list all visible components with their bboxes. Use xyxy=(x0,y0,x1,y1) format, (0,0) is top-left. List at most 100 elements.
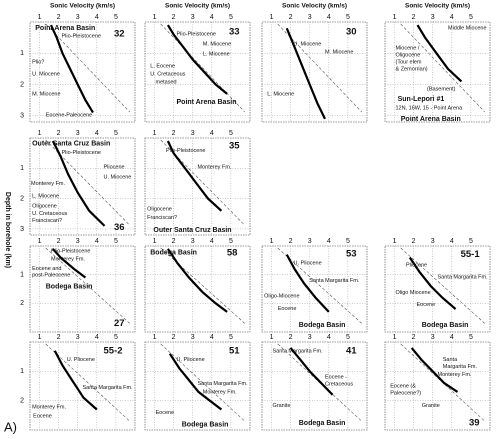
basin-label: Bodega Basin xyxy=(182,422,229,429)
unit-label: Oligocene xyxy=(396,52,421,58)
unit-label: Monterey Fm. xyxy=(51,256,85,262)
x-tick-label: 2 xyxy=(289,14,293,21)
well-number: 51 xyxy=(229,345,240,356)
unit-label: Eocene xyxy=(156,410,175,416)
panel-frame xyxy=(384,245,491,333)
x-tick-label: 2 xyxy=(57,238,61,245)
x-tick-label: 4 xyxy=(95,334,99,341)
unit-label: Middle Miocene xyxy=(448,25,487,31)
unit-label: Paleocene?) xyxy=(390,390,421,396)
reference-line xyxy=(160,343,245,422)
well-number: 32 xyxy=(114,29,125,40)
x-axis-title: Sonic Velocity (km/s) xyxy=(165,3,230,10)
basin-label: Outer Santa Cruz Basin xyxy=(32,141,110,148)
unit-label: Monterey Fm. xyxy=(203,390,237,396)
unit-label: Santa Margarita Fm. xyxy=(273,348,324,354)
velocity-log xyxy=(51,140,106,227)
x-tick-label: 1 xyxy=(38,130,42,137)
x-tick-label: 4 xyxy=(327,334,331,341)
velocity-log xyxy=(285,254,330,313)
x-tick-label: 2 xyxy=(412,238,416,245)
x-tick-label: 2 xyxy=(412,334,416,341)
unit-label: Monterey Fm. xyxy=(198,165,232,171)
x-tick-label: 1 xyxy=(38,14,42,21)
reference-line xyxy=(160,23,245,113)
x-tick-label: 2 xyxy=(289,334,293,341)
x-tick-label: 5 xyxy=(346,334,350,341)
x-tick-label: 3 xyxy=(431,334,435,341)
unit-label: Franciscan? xyxy=(147,215,177,221)
unit-label: U. Cretaceous xyxy=(150,71,185,77)
x-tick-label: 3 xyxy=(191,14,195,21)
y-tick-label: 2 xyxy=(20,195,24,202)
velocity-log xyxy=(408,256,457,310)
x-axis-title: Sonic Velocity (km/s) xyxy=(282,3,347,10)
well-number: 55-2 xyxy=(104,345,123,356)
unit-label: Oligocene xyxy=(32,203,57,209)
unit-label: Plio-Pleistocene xyxy=(166,148,205,154)
velocity-log xyxy=(49,24,94,114)
x-tick-label: 1 xyxy=(270,238,274,245)
unit-label: Oligo-Miocene xyxy=(264,293,299,299)
x-tick-label: 1 xyxy=(153,238,157,245)
unit-label: Pliocene xyxy=(104,165,125,171)
well-number: 35 xyxy=(229,140,240,151)
well-number: 30 xyxy=(346,27,357,38)
unit-label: (Basement) xyxy=(427,86,456,92)
unit-label: Santa xyxy=(443,357,458,363)
x-tick-label: 5 xyxy=(229,238,233,245)
y-tick-label: 1 xyxy=(20,272,24,279)
x-tick-label: 1 xyxy=(393,238,397,245)
x-tick-label: 4 xyxy=(210,238,214,245)
x-tick-label: 4 xyxy=(210,14,214,21)
reference-line xyxy=(400,23,485,113)
y-tick-label: 3 xyxy=(20,226,24,233)
unit-label: Granite xyxy=(273,403,291,409)
unit-label: Oligo Miocene xyxy=(396,290,431,296)
unit-label: post-Paleocene xyxy=(32,273,70,279)
panel-frame xyxy=(144,137,251,236)
panel-frame xyxy=(384,21,491,123)
x-tick-label: 3 xyxy=(191,238,195,245)
y-tick-label: 2 xyxy=(20,300,24,307)
reference-line xyxy=(277,247,362,324)
x-tick-label: 5 xyxy=(469,238,473,245)
unit-label: Cretaceous xyxy=(325,382,353,388)
well-number: 53 xyxy=(346,248,357,259)
unit-label: M. Miocene xyxy=(203,41,231,47)
x-tick-label: 3 xyxy=(191,334,195,341)
unit-label: Eocene xyxy=(33,413,52,419)
x-tick-label: 2 xyxy=(412,14,416,21)
unit-label: U. Pliocene xyxy=(177,357,205,363)
unit-label: Monterey Fm. xyxy=(32,405,66,411)
unit-label: Oligocene xyxy=(147,206,172,212)
unit-label: Eocene xyxy=(417,302,436,308)
unit-label: Monterey Fm. xyxy=(438,372,472,378)
x-tick-label: 3 xyxy=(76,334,80,341)
y-tick-label: 1 xyxy=(20,165,24,172)
y-tick-label: 3 xyxy=(20,113,24,120)
velocity-log xyxy=(166,248,228,313)
x-tick-label: 5 xyxy=(229,130,233,137)
unit-label: M. Miocene xyxy=(32,91,60,97)
basin-label: Outer Santa Cruz Basin xyxy=(153,227,231,234)
unit-label: Eocene - xyxy=(325,375,347,381)
x-tick-label: 3 xyxy=(191,130,195,137)
unit-label: Santa Margarita Fm. xyxy=(309,278,360,284)
basin-label: Bodega Basin xyxy=(150,250,197,257)
well-number: 39 xyxy=(469,417,480,428)
panel-frame xyxy=(29,341,136,431)
x-tick-label: 2 xyxy=(172,238,176,245)
panel-frame xyxy=(29,245,136,333)
x-tick-label: 1 xyxy=(270,14,274,21)
x-tick-label: 5 xyxy=(469,334,473,341)
unit-label: L. Miocene xyxy=(203,51,230,57)
well-number: 55-1 xyxy=(461,249,481,260)
reference-line xyxy=(45,247,130,324)
unit-label: & Zemorrian) xyxy=(396,66,428,72)
x-tick-label: 4 xyxy=(450,238,454,245)
x-axis-title: Sonic Velocity (km/s) xyxy=(50,3,115,10)
unit-label: U. Miocene xyxy=(32,71,60,77)
unit-label: L. Eocene xyxy=(150,63,175,69)
x-tick-label: 5 xyxy=(114,14,118,21)
